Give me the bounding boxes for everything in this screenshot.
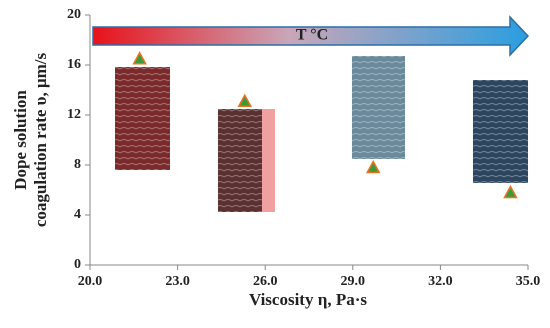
- x-tick-label: 35.0: [516, 274, 541, 289]
- point: [132, 51, 147, 65]
- y-tick-label: 20: [67, 7, 81, 22]
- x-axis-label: Viscosity η, Pa·s: [249, 290, 367, 309]
- insets: [115, 56, 528, 212]
- x-tick-label: 29.0: [341, 274, 366, 289]
- point: [503, 184, 518, 199]
- y-axis-label: coagulation rate υ, μm/s: [31, 52, 50, 227]
- y-tick-label: 4: [74, 207, 81, 222]
- x-tick-label: 20.0: [78, 274, 103, 289]
- y-tick-label: 0: [74, 257, 81, 272]
- y-tick-label: 12: [67, 107, 81, 122]
- point: [237, 93, 253, 107]
- x-tick-label: 23.0: [165, 274, 190, 289]
- y-tick-label: 16: [67, 57, 81, 72]
- y-tick-label: 8: [74, 157, 81, 172]
- x-tick-label: 26.0: [253, 274, 278, 289]
- temperature-arrow: [92, 15, 530, 57]
- x-tick-label: 32.0: [428, 274, 453, 289]
- point: [365, 159, 381, 174]
- annotation: T °C: [296, 27, 328, 44]
- y-axis-label: Dope solution: [11, 90, 30, 190]
